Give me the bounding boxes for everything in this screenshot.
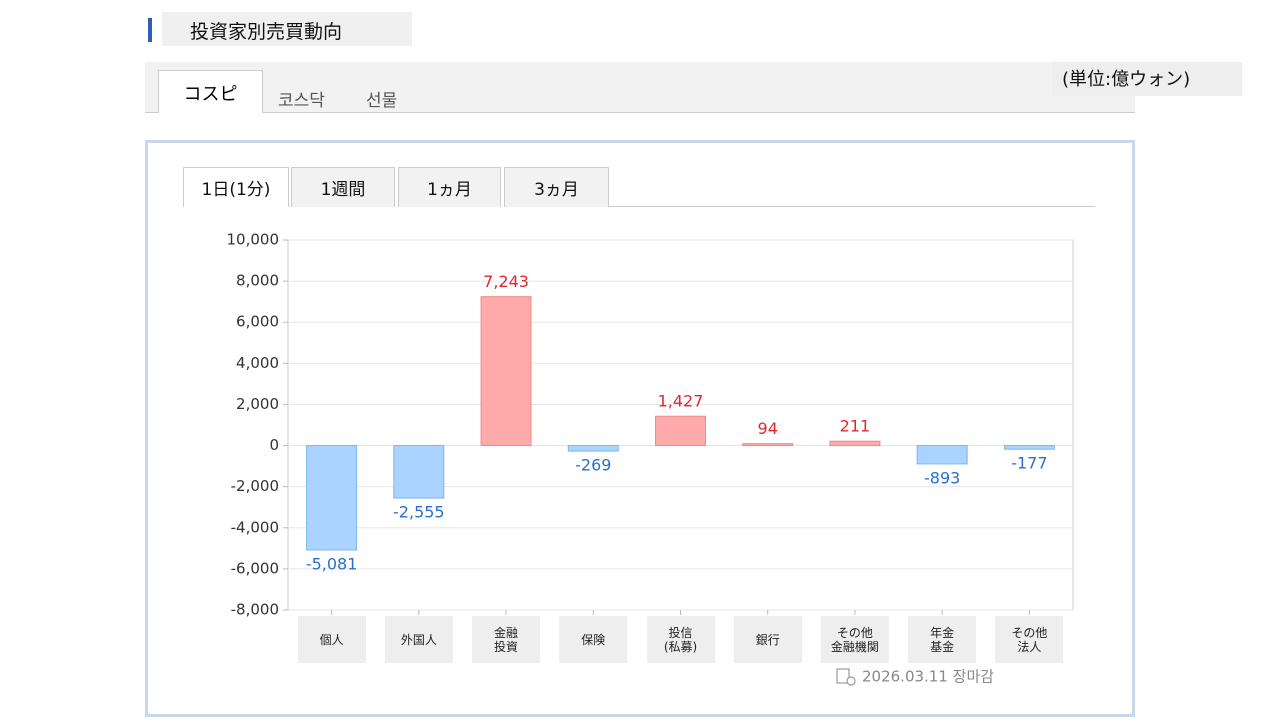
y-tick-label: -6,000 [231,559,279,577]
value-label: 211 [840,417,871,436]
x-tick-label: 投信 (私募) [646,616,715,663]
value-label: 7,243 [483,272,529,291]
market-tab[interactable]: 코스닥 [278,91,325,111]
value-label: -2,555 [393,503,445,522]
page-title: 投資家別売買動向 [162,12,412,46]
bar [655,415,706,447]
bar [393,445,445,499]
x-tick-label: その他 法人 [995,616,1064,663]
status-text: 2026.03.11 장마감 [862,668,994,686]
bar [742,443,794,447]
bar [567,445,619,452]
period-tab[interactable]: 1ヵ月 [398,167,501,207]
market-tab[interactable]: 선물 [366,91,398,111]
x-tick-label: その他 金融機関 [820,616,889,663]
y-tick-label: 4,000 [236,354,279,372]
y-tick-label: -2,000 [231,477,279,495]
x-tick-label: 銀行 [733,616,802,663]
period-tab[interactable]: 1週間 [291,167,395,207]
y-tick-label: 2,000 [236,395,279,413]
value-label: -269 [575,456,611,475]
period-tab[interactable]: 1日(1分) [183,167,289,207]
y-tick-label: -8,000 [231,601,279,619]
title-marker [148,18,152,42]
status-icon [836,668,856,686]
y-tick-label: 6,000 [236,313,279,331]
x-tick-label: 年金 基金 [908,616,977,663]
bar [1003,445,1055,450]
x-tick-label: 保険 [559,616,628,663]
chart-panel [145,140,1135,717]
market-tab[interactable]: コスピ [158,70,263,113]
y-tick-label: -4,000 [231,518,279,536]
market-tab-bar [145,62,1135,113]
tab-underline [609,206,1095,207]
y-tick-label: 0 [269,436,279,454]
period-tab[interactable]: 3ヵ月 [504,167,609,207]
value-label: 94 [758,419,778,438]
unit-label: (単位:億ウォン) [1052,62,1242,96]
x-tick-label: 外国人 [384,616,453,663]
x-tick-label: 金融 投資 [472,616,541,663]
value-label: -177 [1011,454,1047,473]
bar [480,296,532,447]
bar [306,445,358,551]
x-tick-label: 個人 [297,616,366,663]
y-tick-label: 10,000 [227,231,280,249]
bar [829,440,881,447]
value-label: -893 [924,468,960,487]
value-label: 1,427 [658,392,704,411]
value-label: -5,081 [306,554,358,573]
y-tick-label: 8,000 [236,272,279,290]
bar [916,445,968,465]
